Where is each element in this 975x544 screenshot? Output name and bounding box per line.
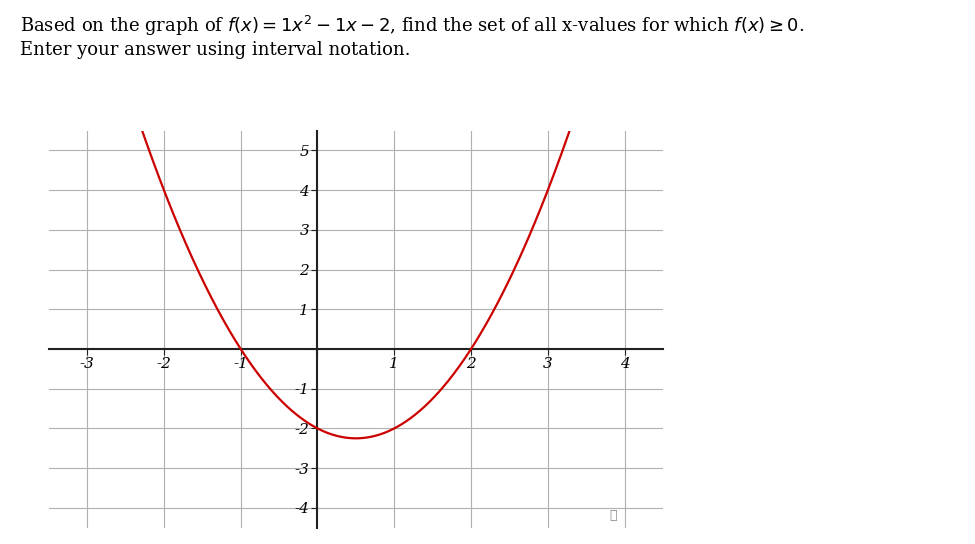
Text: Based on the graph of $f(x) = 1x^2 - 1x - 2$, find the set of all x-values for w: Based on the graph of $f(x) = 1x^2 - 1x …: [20, 14, 803, 38]
Text: 🔍: 🔍: [609, 509, 617, 522]
Text: Enter your answer using interval notation.: Enter your answer using interval notatio…: [20, 41, 410, 59]
